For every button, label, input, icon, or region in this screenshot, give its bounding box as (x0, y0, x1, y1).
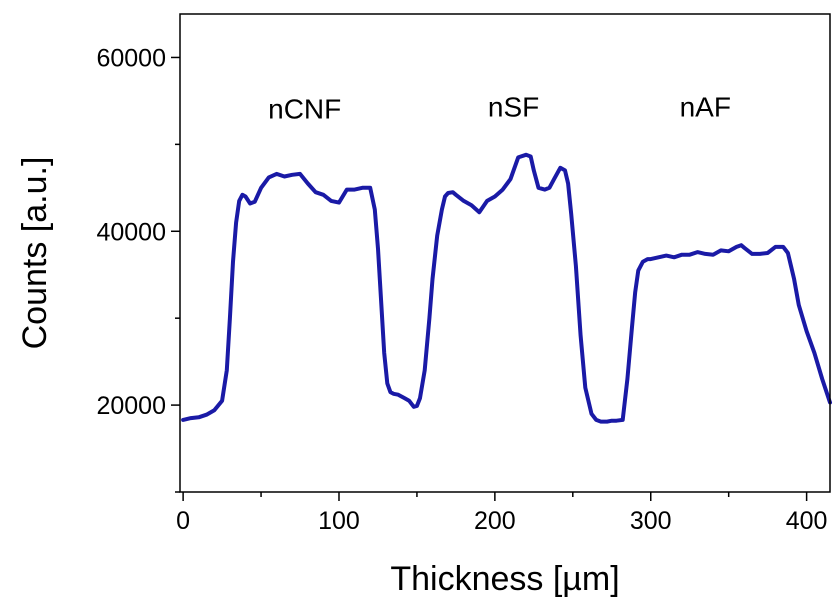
y-tick-label: 60000 (96, 44, 166, 72)
x-axis-title: Thickness [µm] (390, 560, 619, 598)
x-tick-label: 0 (176, 507, 190, 535)
y-tick-label: 20000 (96, 392, 166, 420)
annotation-label: nCNF (268, 93, 341, 124)
series-line-1 (181, 152, 832, 424)
series-layer (181, 152, 832, 424)
y-axis-title: Counts [a.u.] (16, 157, 54, 350)
x-tick-label: 200 (474, 507, 516, 535)
x-tick-label: 100 (318, 507, 360, 535)
annotation-label: nSF (488, 92, 539, 123)
x-tick-label: 400 (786, 507, 828, 535)
axis-layer: 0 100 200 300 400 20000 40000 60000 (96, 44, 827, 535)
annotation-layer: nCNF nSF nAF (268, 92, 731, 125)
plot-area (180, 14, 830, 492)
x-tick-label: 300 (630, 507, 672, 535)
plot-frame (179, 13, 831, 493)
annotation-label: nAF (680, 92, 731, 123)
y-tick-label: 40000 (96, 218, 166, 246)
